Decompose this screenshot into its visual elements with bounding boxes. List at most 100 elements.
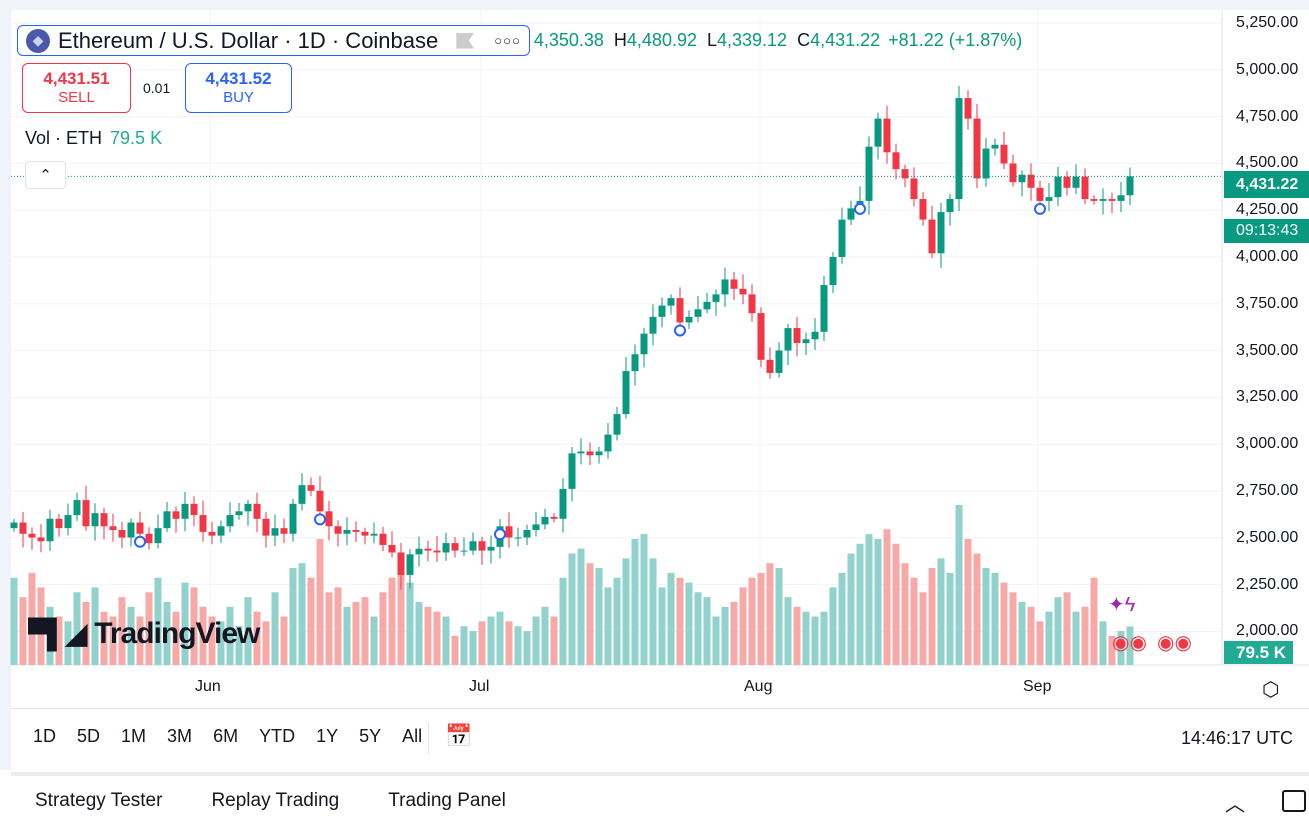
- candle-body: [550, 516, 558, 519]
- volume-bar: [919, 592, 927, 665]
- price-chart[interactable]: [0, 0, 1309, 670]
- volume-bar: [1081, 606, 1089, 665]
- symbol-legend[interactable]: ◆ Ethereum / U.S. Dollar · 1D · Coinbase…: [17, 25, 530, 56]
- volume-bar: [658, 587, 666, 665]
- volume-bar: [757, 572, 765, 665]
- volume-bar: [289, 568, 297, 665]
- candle-body: [955, 98, 963, 200]
- sell-button[interactable]: 4,431.51 SELL: [22, 63, 131, 113]
- volume-bar: [127, 606, 135, 665]
- candle-body: [199, 515, 207, 532]
- volume-bar: [208, 616, 216, 665]
- candle-body: [829, 257, 837, 286]
- range-3m[interactable]: 3M: [167, 726, 193, 746]
- price-axis-label: 4,750.00: [1236, 107, 1299, 125]
- range-6m[interactable]: 6M: [213, 726, 239, 746]
- settings-icon[interactable]: ⬡: [1262, 679, 1280, 701]
- candle-body: [73, 500, 81, 516]
- goto-date-icon[interactable]: 📅: [445, 723, 473, 748]
- volume-bar: [1099, 621, 1107, 665]
- candle-body: [694, 309, 702, 317]
- candle-body: [145, 533, 153, 544]
- clock[interactable]: 14:46:17 UTC: [1181, 728, 1294, 748]
- candle-body: [541, 516, 549, 525]
- candle-body: [937, 212, 945, 254]
- volume-bar: [685, 582, 693, 665]
- range-1d[interactable]: 1D: [33, 726, 57, 746]
- maximize-icon[interactable]: [1282, 790, 1306, 812]
- volume-bar: [496, 611, 504, 665]
- volume-bar: [937, 558, 945, 665]
- tab-trading-panel[interactable]: Trading Panel: [388, 790, 506, 811]
- us-flag-event-icon[interactable]: ◉◉: [1157, 632, 1192, 654]
- range-ytd[interactable]: YTD: [259, 726, 296, 746]
- more-icon[interactable]: ○○○: [494, 33, 521, 48]
- candle-body: [64, 515, 72, 529]
- close-value: 4,431.22: [810, 30, 881, 50]
- candle-body: [757, 313, 765, 360]
- volume-bar: [334, 587, 342, 665]
- buy-button[interactable]: 4,431.52 BUY: [185, 63, 292, 113]
- candle-body: [244, 503, 252, 512]
- candle-body: [748, 294, 756, 314]
- range-1y[interactable]: 1Y: [316, 726, 339, 746]
- candle-body: [1045, 197, 1053, 201]
- range-5y[interactable]: 5Y: [359, 726, 382, 746]
- volume-bar: [883, 529, 891, 665]
- volume-bar: [523, 631, 531, 665]
- us-flag-event-icon[interactable]: ◉◉: [1112, 632, 1147, 654]
- volume-bar: [631, 538, 639, 665]
- volume-bar: [640, 534, 648, 665]
- price-axis-label: 4,000.00: [1236, 248, 1299, 265]
- candle-body: [100, 513, 108, 527]
- volume-bar: [730, 601, 738, 665]
- candle-body: [910, 178, 918, 200]
- tab-strategy-tester[interactable]: Strategy Tester: [35, 790, 163, 811]
- candle-body: [1090, 199, 1098, 201]
- candle-body: [478, 541, 486, 551]
- volume-bar: [694, 592, 702, 665]
- volume-bar: [1108, 635, 1116, 665]
- candle-body: [298, 485, 306, 504]
- volume-bar: [865, 534, 873, 665]
- volume-bar: [406, 582, 414, 665]
- volume-bar: [262, 621, 270, 665]
- volume-bar: [388, 577, 396, 665]
- volume-bar: [838, 572, 846, 665]
- volume-bar: [370, 616, 378, 665]
- collapse-legend-button[interactable]: ⌃: [25, 161, 66, 189]
- volume-bar: [163, 601, 171, 665]
- range-5d[interactable]: 5D: [77, 726, 101, 746]
- candle-body: [253, 503, 261, 519]
- events-icon[interactable]: ✦ϟ: [1108, 594, 1136, 616]
- candle-body: [28, 533, 36, 538]
- volume-bar: [1090, 577, 1098, 665]
- range-1m[interactable]: 1M: [121, 726, 147, 746]
- candle-body: [523, 530, 531, 538]
- candle-body: [1072, 176, 1080, 188]
- low-label: L: [706, 30, 717, 50]
- candle-body: [307, 485, 315, 491]
- volume-bar: [613, 577, 621, 665]
- range-all[interactable]: All: [402, 726, 423, 746]
- volume-bar: [352, 601, 360, 665]
- candle-body: [1036, 187, 1044, 201]
- event-marker: [134, 535, 146, 548]
- volume-bar: [991, 572, 999, 665]
- candle-body: [118, 530, 126, 538]
- candle-body: [460, 550, 468, 552]
- volume-bar: [478, 621, 486, 665]
- time-label: Jun: [195, 678, 221, 695]
- candle-body: [208, 531, 216, 536]
- volume-bar: [10, 577, 18, 665]
- candle-body: [784, 328, 792, 351]
- brand-name: TradingView: [94, 617, 260, 650]
- chevron-up-icon[interactable]: ︿: [1225, 794, 1245, 816]
- candle-body: [568, 453, 576, 489]
- volume-bar: [946, 572, 954, 665]
- candle-body: [685, 316, 693, 323]
- tab-replay-trading[interactable]: Replay Trading: [211, 790, 340, 811]
- flag-icon[interactable]: [456, 32, 475, 49]
- volume-legend[interactable]: Vol · ETH 79.5 K: [25, 128, 162, 149]
- tradingview-logo[interactable]: ▀▌◢ TradingView: [28, 617, 260, 651]
